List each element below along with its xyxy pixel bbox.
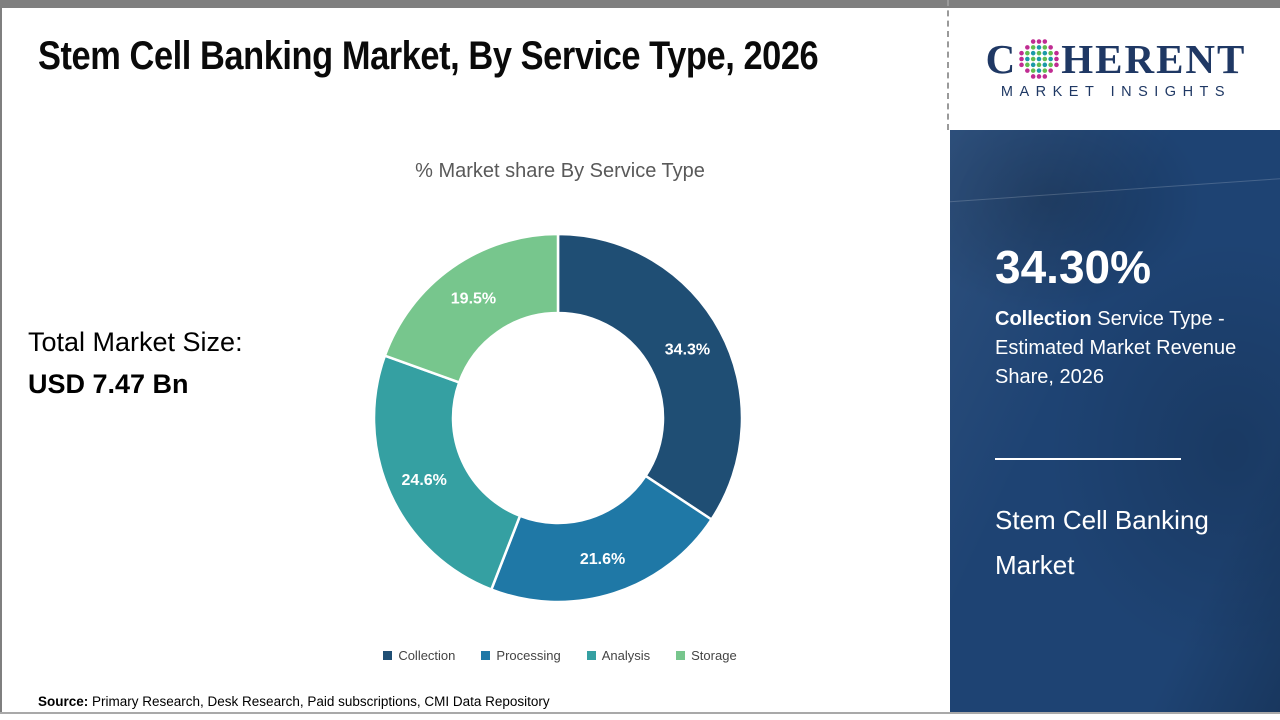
- globe-dot: [1048, 50, 1054, 56]
- legend-swatch-icon: [383, 651, 393, 660]
- globe-dot: [1025, 62, 1030, 68]
- coherent-logo: C HERENT MARKET INSIGHTS: [952, 8, 1280, 130]
- globe-dot: [1054, 50, 1059, 56]
- globe-dot: [1042, 39, 1048, 44]
- globe-dot: [1036, 68, 1042, 73]
- stat-description-rest: Service Type - Estimated Market Revenue …: [995, 307, 1237, 388]
- legend-item-storage: Storage: [676, 648, 737, 663]
- highlight-sidebar: 34.30% Collection Service Type - Estimat…: [950, 130, 1280, 712]
- legend-label: Storage: [691, 648, 737, 663]
- globe-dot: [1036, 45, 1042, 50]
- donut-chart: 34.3% 21.6% 24.6% 19.5%: [373, 233, 743, 603]
- globe-dot: [1031, 50, 1036, 56]
- page-title: Stem Cell Banking Market, By Service Typ…: [38, 34, 819, 78]
- globe-dot: [1042, 56, 1048, 62]
- globe-dot: [1042, 50, 1048, 56]
- highlight-stat-description: Collection Service Type - Estimated Mark…: [995, 305, 1247, 392]
- sidebar-divider-line: [995, 457, 1181, 460]
- legend-item-analysis: Analysis: [586, 648, 651, 663]
- chart-title: % Market share By Service Type: [415, 160, 705, 182]
- source-note-label: Source:: [38, 694, 89, 709]
- top-border-bar: [0, 0, 1280, 8]
- left-border-bar: [0, 0, 2, 714]
- donut-slice-label: 21.6%: [580, 551, 625, 568]
- donut-slice-label: 24.6%: [402, 472, 447, 489]
- globe-dot: [1031, 62, 1036, 68]
- sidebar-content: 34.30% Collection Service Type - Estimat…: [950, 130, 1280, 589]
- globe-dot: [1036, 39, 1042, 44]
- globe-dot: [1019, 62, 1025, 68]
- globe-dot: [1036, 74, 1042, 79]
- total-market-size-value: USD 7.47 Bn: [28, 368, 189, 399]
- total-market-size-label: Total Market Size:: [28, 327, 243, 357]
- globe-dot: [1036, 62, 1042, 68]
- globe-dot: [1025, 50, 1030, 56]
- logo-letter-c: C: [985, 35, 1018, 82]
- legend-label: Collection: [398, 648, 456, 663]
- legend-swatch-icon: [676, 651, 686, 660]
- globe-dot: [1031, 39, 1036, 44]
- legend-item-processing: Processing: [481, 648, 561, 663]
- globe-dot: [1054, 56, 1059, 62]
- legend-label: Processing: [496, 648, 561, 663]
- donut-slice-processing: [490, 474, 713, 603]
- stat-segment-name: Collection: [995, 307, 1092, 330]
- globe-dot: [1031, 56, 1036, 62]
- globe-dot: [1048, 45, 1054, 50]
- legend-swatch-icon: [586, 651, 596, 660]
- logo-letters-herent: HERENT: [1061, 35, 1247, 82]
- donut-slice-collection: [556, 233, 743, 521]
- logo-wordmark: C HERENT: [986, 38, 1247, 80]
- legend-item-collection: Collection: [383, 648, 455, 663]
- legend-swatch-icon: [481, 651, 491, 660]
- highlight-stat-value: 34.30%: [995, 241, 1152, 293]
- donut-slice-analysis: [373, 354, 522, 591]
- globe-dot: [1019, 50, 1025, 56]
- donut-slice-storage: [383, 233, 560, 384]
- globe-dot: [1042, 68, 1048, 73]
- globe-dot: [1031, 68, 1036, 73]
- globe-dot: [1042, 62, 1048, 68]
- globe-dot: [1048, 62, 1054, 68]
- globe-dot: [1042, 45, 1048, 50]
- dotted-globe-icon: [1019, 39, 1059, 79]
- bottom-border-line: [0, 712, 1280, 714]
- logo-subtitle: MARKET INSIGHTS: [1000, 84, 1232, 100]
- source-note: Source: Primary Research, Desk Research,…: [38, 694, 550, 709]
- donut-slice-label: 19.5%: [451, 291, 496, 308]
- globe-dot: [1025, 45, 1030, 50]
- source-note-text: Primary Research, Desk Research, Paid su…: [88, 694, 550, 709]
- globe-dot: [1025, 68, 1030, 73]
- globe-dot: [1048, 68, 1054, 73]
- globe-dot: [1031, 45, 1036, 50]
- total-market-size: Total Market Size: USD 7.47 Bn: [28, 322, 243, 406]
- sidebar-market-name: Stem Cell Banking Market: [995, 504, 1209, 581]
- globe-dot: [1031, 74, 1036, 79]
- donut-slice-label: 34.3%: [665, 341, 710, 358]
- legend-label: Analysis: [601, 648, 651, 663]
- globe-dot: [1054, 62, 1059, 68]
- logo-dashed-separator: [947, 0, 949, 130]
- chart-legend: Collection Processing Analysis Storage: [280, 648, 840, 663]
- globe-dot: [1042, 74, 1048, 79]
- globe-dot: [1036, 50, 1042, 56]
- globe-dot: [1019, 56, 1025, 62]
- globe-dot: [1048, 56, 1054, 62]
- globe-dot: [1025, 56, 1030, 62]
- globe-dot: [1036, 56, 1042, 62]
